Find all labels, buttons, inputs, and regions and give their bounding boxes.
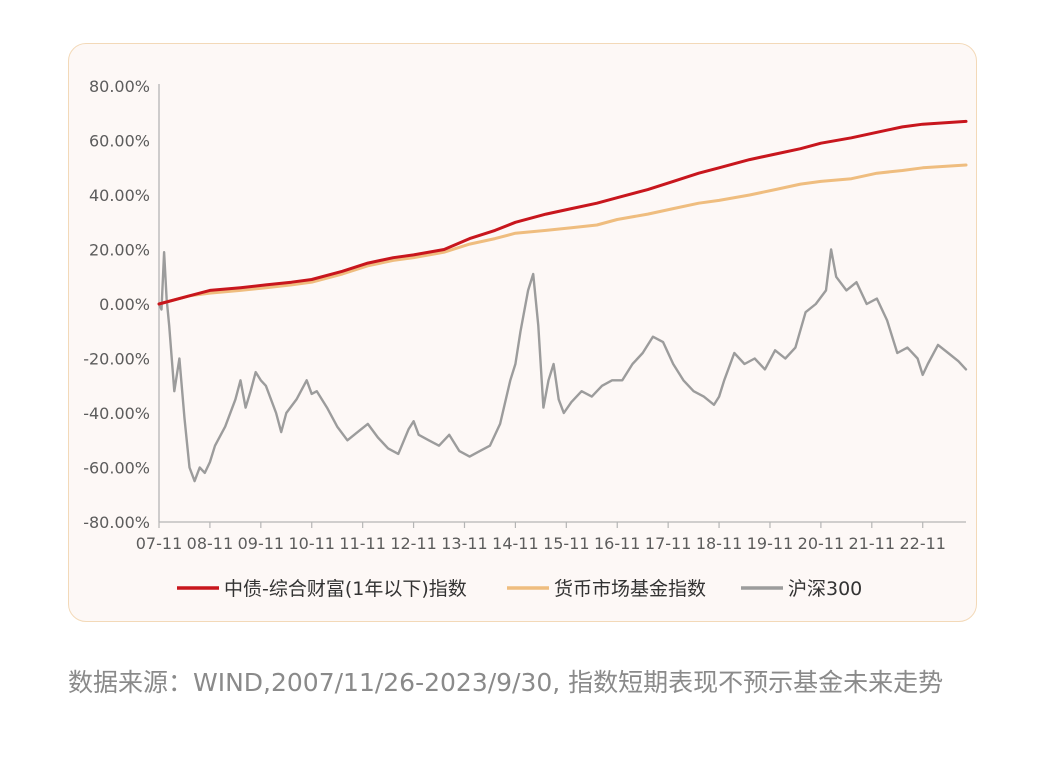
series-line	[157, 119, 968, 306]
x-tick-label: 15-11	[543, 534, 590, 553]
x-axis: 07-11 08-11 09-11 10-11 11-11 12-11 13-11 14-11…	[136, 84, 966, 553]
chart-card: 80.00% 60.00% 40.00% 20.00% 0.00% -20.00% -40.…	[68, 43, 977, 622]
legend-label: 沪深300	[788, 578, 862, 600]
source-note: 数据来源：WIND,2007/11/26-2023/9/30, 指数短期表现不预…	[68, 668, 944, 697]
legend: 中债-综合财富(1年以下)指数 货币市场基金指数 沪深300	[177, 578, 862, 600]
y-tick-label: 0.00%	[99, 295, 150, 314]
x-tick-label: 21-11	[849, 534, 896, 553]
x-tick-label: 12-11	[390, 534, 437, 553]
y-tick-label: -60.00%	[83, 459, 150, 478]
x-tick-label: 16-11	[594, 534, 641, 553]
x-tick-label: 14-11	[492, 534, 539, 553]
x-tick-label: 13-11	[441, 534, 488, 553]
x-tick-label: 11-11	[339, 534, 386, 553]
y-axis-labels: 80.00% 60.00% 40.00% 20.00% 0.00% -20.00% -40.…	[83, 77, 150, 532]
y-tick-label: 20.00%	[89, 241, 150, 260]
x-tick-label: 09-11	[238, 534, 285, 553]
x-tick-label: 08-11	[187, 534, 234, 553]
legend-label: 中债-综合财富(1年以下)指数	[224, 578, 467, 600]
x-tick-label: 20-11	[798, 534, 845, 553]
series-lines	[157, 119, 968, 483]
series-line	[157, 163, 968, 306]
x-tick-label: 07-11	[136, 534, 183, 553]
x-tick-label: 19-11	[747, 534, 794, 553]
x-tick-label: 18-11	[696, 534, 743, 553]
series-line	[157, 248, 968, 483]
y-tick-label: -20.00%	[83, 350, 150, 369]
y-tick-label: 60.00%	[89, 132, 150, 151]
x-tick-label: 22-11	[899, 534, 946, 553]
y-tick-label: 40.00%	[89, 186, 150, 205]
y-tick-label: -80.00%	[83, 513, 150, 532]
x-tick-label: 17-11	[645, 534, 692, 553]
y-tick-label: -40.00%	[83, 404, 150, 423]
legend-label: 货币市场基金指数	[554, 578, 706, 600]
line-chart: 80.00% 60.00% 40.00% 20.00% 0.00% -20.00% -40.…	[83, 77, 968, 600]
y-tick-label: 80.00%	[89, 77, 150, 96]
x-tick-label: 10-11	[288, 534, 335, 553]
